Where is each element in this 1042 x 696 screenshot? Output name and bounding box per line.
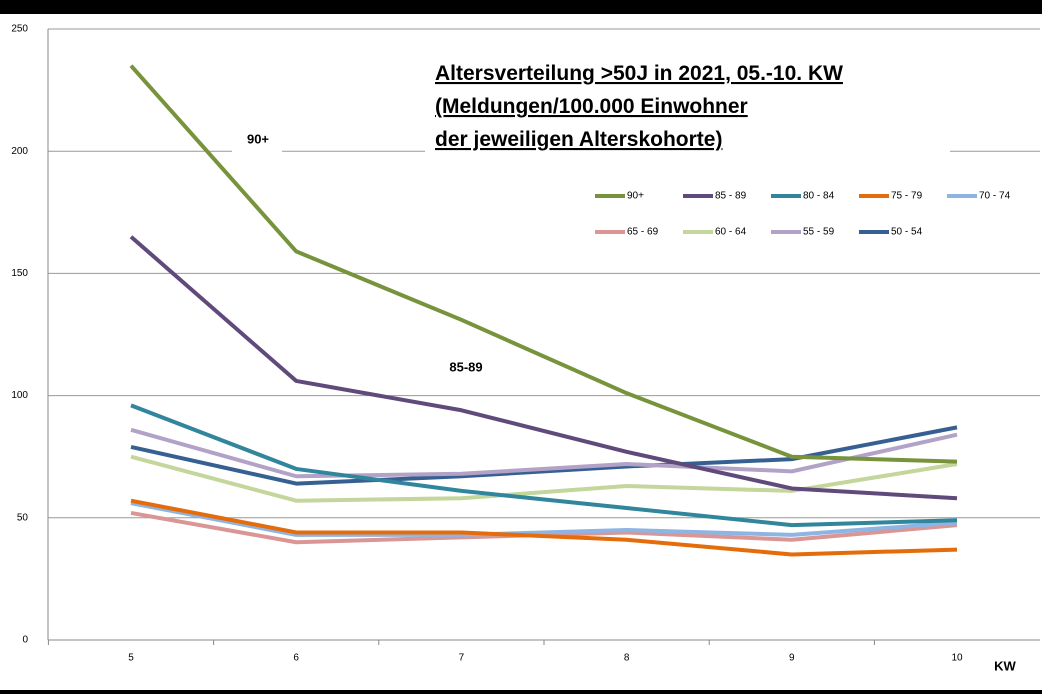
x-tick-label: 5 xyxy=(128,653,134,664)
series-line xyxy=(130,498,958,557)
legend-label: 70 - 74 xyxy=(979,191,1011,202)
y-tick-label: 250 xyxy=(11,24,28,35)
legend-label: 50 - 54 xyxy=(891,227,923,238)
annotation: 85-89 xyxy=(449,359,482,374)
top-bar xyxy=(0,0,1042,14)
y-tick-label: 0 xyxy=(22,635,28,646)
legend-label: 65 - 69 xyxy=(627,227,659,238)
x-tick-label: 8 xyxy=(624,653,630,664)
y-tick-label: 200 xyxy=(11,146,28,157)
lines xyxy=(129,64,958,557)
legend-label: 60 - 64 xyxy=(715,227,747,238)
series-line xyxy=(129,64,958,464)
series-line xyxy=(129,235,958,501)
y-tick-label: 150 xyxy=(11,268,28,279)
x-tick-label: 6 xyxy=(293,653,299,664)
legend: 90+ 85 - 89 80 - 84 75 - 79 70 - 74 65 - 69 60… xyxy=(595,191,1011,238)
legend-label: 75 - 79 xyxy=(891,191,923,202)
y-tick-label: 100 xyxy=(11,390,28,401)
legend-label: 90+ xyxy=(627,191,644,202)
y-tick-label: 50 xyxy=(17,512,29,523)
annotation-box xyxy=(232,128,282,154)
legend-label: 85 - 89 xyxy=(715,191,747,202)
series-line xyxy=(130,403,958,528)
series-line xyxy=(130,427,958,479)
chart-title: (Meldungen/100.000 Einwohner xyxy=(435,95,748,118)
annotation: 90+ xyxy=(247,131,269,146)
legend-label: 55 - 59 xyxy=(803,227,835,238)
x-tick-label: 10 xyxy=(951,653,963,664)
chart-title: Altersverteilung >50J in 2021, 05.-10. K… xyxy=(435,62,843,85)
x-tick-label: 9 xyxy=(789,653,795,664)
title-box xyxy=(425,50,950,160)
bottom-bar xyxy=(0,690,1042,694)
x-axis-label: KW xyxy=(994,658,1016,673)
series-line xyxy=(130,501,958,537)
legend-label: 80 - 84 xyxy=(803,191,835,202)
chart-title: der jeweiligen Alterskohorte) xyxy=(435,128,722,151)
x-tick-label: 7 xyxy=(459,653,465,664)
series-line xyxy=(130,425,958,486)
series-line xyxy=(130,454,958,503)
